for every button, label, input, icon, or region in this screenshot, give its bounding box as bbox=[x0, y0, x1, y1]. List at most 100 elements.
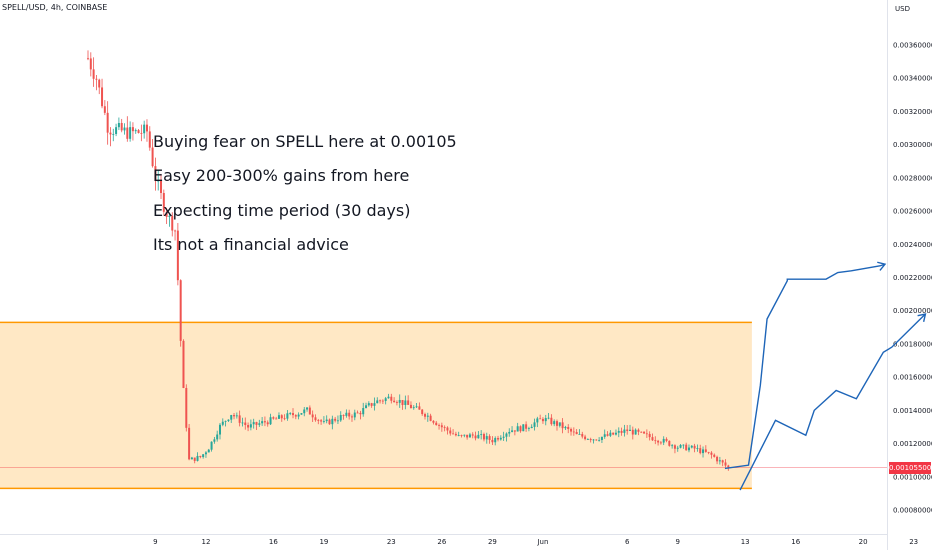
y-tick-label: 0.00280000 bbox=[893, 174, 932, 182]
candle-body bbox=[696, 448, 699, 449]
candle-body bbox=[662, 438, 665, 443]
candle-body bbox=[160, 180, 163, 193]
candle-body bbox=[148, 131, 151, 148]
candle-body bbox=[244, 422, 247, 426]
candle-body bbox=[575, 432, 578, 435]
candle-body bbox=[193, 457, 196, 461]
x-tick-label: 12 bbox=[201, 538, 210, 546]
x-tick-label: 9 bbox=[676, 538, 680, 546]
candle-body bbox=[544, 418, 547, 422]
candle-body bbox=[482, 434, 485, 440]
candle-body bbox=[699, 448, 702, 454]
candle-body bbox=[454, 433, 457, 436]
candle-body bbox=[626, 429, 629, 431]
candle-body bbox=[567, 426, 570, 429]
candle-body bbox=[292, 413, 295, 416]
candle-body bbox=[525, 424, 528, 429]
candle-body bbox=[654, 440, 657, 442]
candle-body bbox=[359, 412, 362, 415]
candle-body bbox=[218, 424, 221, 435]
candle-body bbox=[151, 147, 154, 167]
candle-body bbox=[629, 429, 632, 431]
candle-body bbox=[539, 418, 542, 420]
candle-body bbox=[561, 422, 564, 429]
y-tick-label: 0.00240000 bbox=[893, 241, 932, 249]
candle-body bbox=[266, 422, 269, 425]
x-tick-label: 23 bbox=[909, 538, 918, 546]
y-tick-label: 0.00320000 bbox=[893, 108, 932, 116]
candle-body bbox=[258, 423, 261, 425]
candle-body bbox=[432, 420, 435, 423]
projection-path-1[interactable] bbox=[724, 263, 886, 470]
candle-body bbox=[176, 230, 179, 281]
candle-body bbox=[241, 422, 244, 424]
candle-body bbox=[600, 436, 603, 440]
candle-body bbox=[235, 415, 238, 417]
candle-body bbox=[233, 415, 236, 417]
candle-body bbox=[221, 421, 224, 425]
candle-body bbox=[224, 420, 227, 422]
candle-body bbox=[702, 449, 705, 454]
candle-body bbox=[457, 435, 460, 436]
candle-body bbox=[398, 399, 401, 403]
candle-body bbox=[230, 415, 233, 420]
candle-body bbox=[370, 403, 373, 406]
candle-body bbox=[409, 404, 412, 409]
candle-body bbox=[336, 420, 339, 422]
x-tick-label: 20 bbox=[859, 538, 868, 546]
x-tick-label: 6 bbox=[625, 538, 630, 546]
candle-body bbox=[89, 58, 92, 70]
candle-body bbox=[718, 460, 721, 462]
candle-body bbox=[721, 460, 724, 463]
candle-body bbox=[227, 419, 230, 421]
candle-body bbox=[707, 451, 710, 453]
support-zone[interactable] bbox=[0, 322, 752, 489]
candle-body bbox=[275, 418, 278, 420]
candle-body bbox=[283, 418, 286, 420]
candle-body bbox=[255, 422, 258, 425]
candle-body bbox=[631, 429, 634, 435]
candle-body bbox=[673, 445, 676, 449]
candle-body bbox=[379, 400, 382, 402]
candle-body bbox=[213, 439, 216, 442]
candle-body bbox=[314, 417, 317, 421]
candle-body bbox=[123, 127, 126, 131]
candle-body bbox=[435, 422, 438, 426]
candle-body bbox=[586, 439, 589, 440]
candle-body bbox=[263, 421, 266, 423]
y-tick-label: 0.00180000 bbox=[893, 340, 932, 348]
candle-body bbox=[210, 441, 213, 450]
candle-body bbox=[238, 415, 241, 423]
candle-body bbox=[477, 434, 480, 439]
candle-body bbox=[199, 455, 202, 458]
x-tick-label: 29 bbox=[488, 538, 497, 546]
candle-body bbox=[671, 445, 674, 447]
candle-body bbox=[505, 433, 508, 437]
candle-body bbox=[659, 442, 662, 444]
candle-body bbox=[581, 434, 584, 437]
symbol-title: SPELL/USD, 4h, COINBASE bbox=[2, 3, 108, 12]
candle-body bbox=[412, 407, 415, 409]
candle-body bbox=[103, 106, 106, 113]
candle-body bbox=[606, 434, 609, 436]
candle-body bbox=[530, 426, 533, 429]
candle-body bbox=[261, 421, 264, 424]
candle-body bbox=[401, 399, 404, 406]
projection-path-2[interactable] bbox=[739, 313, 926, 491]
candle-body bbox=[367, 403, 370, 406]
candle-body bbox=[679, 444, 682, 448]
candle-body bbox=[134, 130, 137, 132]
candle-body bbox=[426, 415, 429, 417]
candle-body bbox=[665, 438, 668, 441]
currency-label: USD bbox=[895, 5, 910, 13]
candle-body bbox=[614, 432, 617, 435]
candle-body bbox=[407, 400, 410, 405]
candle-body bbox=[120, 122, 123, 131]
candle-body bbox=[297, 414, 300, 417]
candle-body bbox=[687, 447, 690, 451]
candle-body bbox=[634, 429, 637, 435]
candle-body bbox=[541, 418, 544, 422]
candle-body bbox=[280, 415, 283, 419]
candle-body bbox=[325, 419, 328, 422]
